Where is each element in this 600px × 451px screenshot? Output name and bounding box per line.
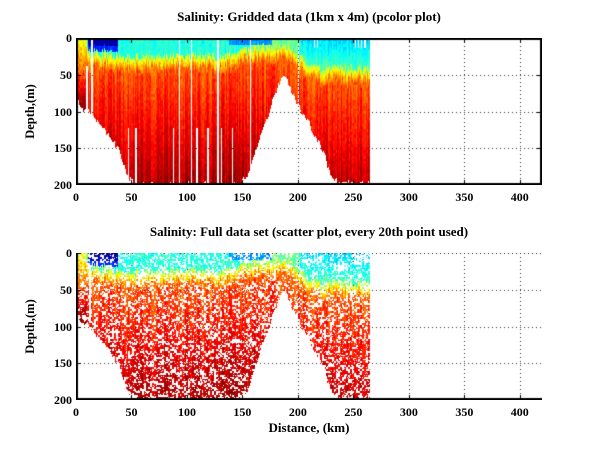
plot2-xtick-label: 350 (455, 405, 474, 419)
plot2-title: Salinity: Full data set (scatter plot, e… (149, 224, 469, 239)
plot1-xtick-label: 100 (177, 190, 196, 204)
plot1-xtick-label: 150 (233, 190, 252, 204)
plot1-xtick-label: 350 (455, 190, 474, 204)
plot2-ytick-label: 200 (54, 393, 72, 407)
plot1-ytick-label: 100 (54, 104, 72, 119)
plot2-xtick-label: 0 (73, 405, 79, 419)
plot2-ytick-label: 0 (66, 246, 72, 260)
plot1-pcolor-axes (76, 38, 542, 185)
plot2-xlabel: Distance, (km) (268, 420, 350, 435)
plot2-xtick-label: 250 (344, 405, 363, 419)
plot2-scatter-axes (76, 253, 542, 400)
plot2-xtick-label: 100 (177, 405, 196, 419)
plot1-title: Salinity: Gridded data (1km x 4m) (pcolo… (177, 9, 441, 24)
plot1-xtick-label: 0 (73, 190, 79, 204)
plot1-ytick-label: 150 (54, 141, 72, 156)
plot1-xtick-label: 400 (510, 190, 529, 204)
plot2-xtick-label: 200 (288, 405, 307, 419)
plot1-ytick-label: 200 (54, 178, 72, 192)
plot1-xtick-label: 250 (344, 190, 363, 204)
plot2-ytick-label: 150 (54, 356, 72, 371)
plot1-xtick-label: 50 (125, 190, 138, 204)
plot1-ytick-label: 50 (60, 67, 72, 82)
plot1-xtick-label: 200 (288, 190, 307, 204)
plot2-ytick-label: 50 (60, 282, 72, 297)
plot2-xtick-label: 50 (125, 405, 138, 419)
plot2-xtick-label: 400 (510, 405, 529, 419)
plot1-xtick-label: 300 (399, 190, 418, 204)
plot2-ytick-label: 100 (54, 319, 72, 334)
plot2-xtick-label: 300 (399, 405, 418, 419)
plot2-xtick-label: 150 (233, 405, 252, 419)
plot1-ytick-label: 0 (66, 31, 72, 45)
